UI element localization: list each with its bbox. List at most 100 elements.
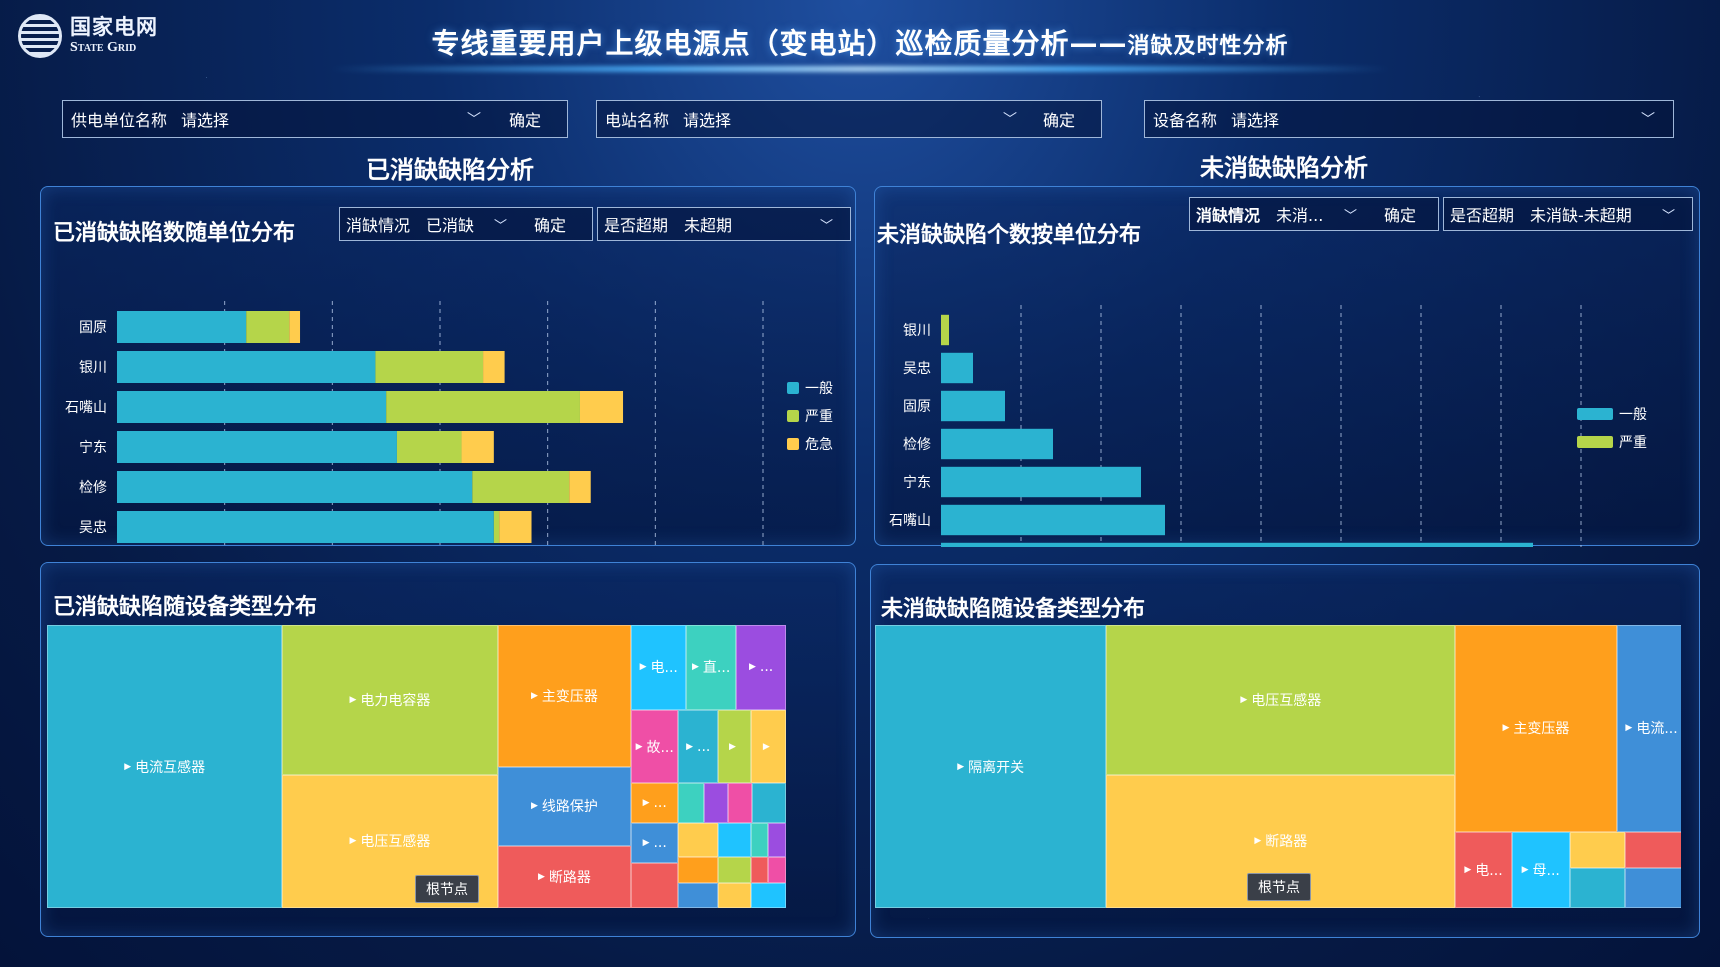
treemap-cell[interactable]: ▶ 电流... (1616, 625, 1681, 832)
chevron-down-icon[interactable]: ﹀ (1344, 208, 1358, 224)
treemap-cell[interactable] (1624, 831, 1681, 869)
treemap-cell[interactable]: ▶ 电流互感器 (47, 625, 283, 908)
treemap-cell[interactable] (678, 882, 719, 908)
panel-resolved-by-unit-title: 已消缺缺陷数随单位分布 (53, 221, 296, 246)
filter-station-confirm[interactable]: 确定 (1043, 111, 1076, 130)
treemap-cell[interactable] (678, 857, 719, 883)
filter-supply-unit[interactable]: 供电单位名称 请选择 ﹀ 确定 (62, 100, 568, 138)
caret-right-icon: ▶ (1464, 864, 1472, 875)
treemap-cell[interactable]: ▶ 母... (1511, 831, 1570, 908)
caret-right-icon: ▶ (748, 662, 756, 673)
treemap-cell[interactable]: ▶ 隔离开关 (875, 625, 1107, 908)
legend-swatch (1577, 408, 1613, 420)
treemap-cell[interactable]: ▶ 电力电容器 (282, 625, 498, 775)
filter-overdue[interactable]: 是否超期 未超期 ﹀ (597, 207, 851, 241)
bar-严重 (386, 391, 580, 423)
treemap-cell[interactable]: ▶... (678, 709, 719, 784)
treemap-cell-label: 电流... (1636, 721, 1678, 738)
filter-station-label: 电站名称 (605, 111, 670, 130)
treemap-cell-label: 隔离开关 (968, 759, 1025, 776)
category-label: 石嘴山 (65, 400, 107, 416)
bar-一般 (117, 431, 397, 463)
category-label: 吴忠 (79, 520, 107, 536)
treemap-resolved[interactable]: ▶ 电流互感器 ▶ 电力电容器 ▶ 电压互感器 ▶ 主变压器 ▶ 线路保护 ▶ 断路器 ▶ 电... ▶ 直.… (47, 625, 853, 908)
treemap-cell[interactable] (718, 882, 751, 908)
treemap-cell[interactable]: ▶ 线路保护 (497, 766, 632, 846)
treemap-cell[interactable] (718, 823, 751, 858)
treemap-cell[interactable]: ▶... (631, 783, 679, 824)
treemap-cell[interactable] (768, 823, 787, 858)
treemap-cell[interactable] (750, 823, 769, 858)
treemap-cell[interactable] (678, 783, 704, 824)
treemap-cell[interactable] (768, 857, 787, 883)
treemap-cell[interactable] (718, 857, 751, 883)
title-glow (330, 66, 1390, 72)
treemap-cell[interactable] (750, 882, 787, 908)
treemap-cell[interactable]: ▶ 故... (631, 709, 679, 784)
filter-device[interactable]: 设备名称 请选择 ﹀ (1144, 100, 1674, 138)
filter-supply-unit-confirm[interactable]: 确定 (509, 111, 542, 130)
filter-resolve-status-value[interactable]: 已消缺 (426, 216, 475, 235)
chevron-down-icon[interactable]: ﹀ (1662, 208, 1676, 224)
caret-right-icon: ▶ (1502, 723, 1510, 734)
filter-supply-unit-value[interactable]: 请选择 (181, 111, 230, 130)
treemap-cell[interactable]: ▶ 直... (686, 625, 737, 710)
category-label: 银川 (79, 360, 107, 376)
chevron-down-icon[interactable]: ﹀ (467, 112, 481, 128)
treemap-cell-label: 电流互感器 (135, 759, 206, 776)
filter-unresolved-status[interactable]: 消缺情况 未消... ﹀ 确定 (1189, 197, 1439, 231)
chevron-down-icon[interactable]: ﹀ (494, 218, 508, 234)
treemap-cell[interactable] (728, 783, 753, 824)
legend-label: 严重 (1619, 435, 1647, 451)
filter-unresolved-status-value[interactable]: 未消... (1276, 206, 1324, 225)
treemap-cell[interactable]: ▶ (718, 709, 751, 784)
filter-overdue-value[interactable]: 未超期 (684, 216, 733, 235)
treemap-cell[interactable]: ▶... (736, 625, 787, 710)
treemap-cell[interactable]: ▶ (750, 709, 787, 784)
legend-label: 严重 (805, 409, 833, 425)
filter-unresolved-overdue-value[interactable]: 未消缺-未超期 (1530, 206, 1632, 225)
page-title: 专线重要用户上级电源点（变电站）巡检质量分析——消缺及时性分析 (0, 22, 1720, 62)
chevron-down-icon[interactable]: ﹀ (1003, 112, 1017, 128)
treemap-cell[interactable] (1569, 831, 1625, 869)
treemap-cell[interactable] (678, 823, 719, 858)
bar-一般 (117, 311, 247, 343)
treemap-root-button[interactable]: 根节点 (415, 875, 479, 903)
chevron-down-icon[interactable]: ﹀ (1641, 112, 1655, 128)
bar-一般 (941, 428, 1053, 460)
treemap-unresolved[interactable]: ▶ 隔离开关 ▶ 电压互感器 ▶ 断路器 ▶ 主变压器 ▶ 电流... ▶ 电... ▶ 母... (875, 625, 1681, 908)
bar-严重 (941, 314, 949, 346)
state-grid-logo: 国家电网 State Grid (18, 14, 158, 58)
treemap-cell[interactable]: ▶ 主变压器 (497, 625, 632, 767)
treemap-cell[interactable] (703, 783, 729, 824)
treemap-cell[interactable]: ▶ 电... (631, 625, 687, 710)
filter-resolve-status[interactable]: 消缺情况 已消缺 ﹀ 确定 (339, 207, 593, 241)
category-label: 固原 (903, 399, 931, 415)
treemap-cell[interactable] (1624, 868, 1681, 908)
category-label: 银川 (903, 323, 931, 339)
category-label: 吴忠 (903, 361, 931, 377)
caret-right-icon: ▶ (124, 761, 132, 772)
treemap-cell[interactable] (750, 857, 769, 883)
treemap-cell[interactable]: ▶... (631, 823, 679, 863)
caret-right-icon: ▶ (530, 690, 538, 701)
filter-device-value[interactable]: 请选择 (1231, 111, 1280, 130)
treemap-cell[interactable]: ▶ 断路器 (497, 845, 632, 908)
filter-unresolved-overdue[interactable]: 是否超期 未消缺-未超期 ﹀ (1443, 197, 1693, 231)
caret-right-icon: ▶ (1521, 864, 1529, 875)
filter-resolve-status-confirm[interactable]: 确定 (534, 216, 567, 235)
globe-icon (18, 14, 62, 58)
treemap-cell[interactable]: ▶ 电压互感器 (1106, 625, 1456, 775)
filter-unresolved-status-confirm[interactable]: 确定 (1384, 206, 1417, 225)
treemap-cell[interactable] (752, 783, 787, 824)
filter-station-value[interactable]: 请选择 (683, 111, 732, 130)
treemap-cell[interactable]: ▶ 主变压器 (1455, 625, 1617, 832)
treemap-cell[interactable]: ▶ 电... (1455, 831, 1512, 908)
treemap-cell-label: 电... (1475, 862, 1503, 879)
filter-station[interactable]: 电站名称 请选择 ﹀ 确定 (596, 100, 1102, 138)
treemap-cell[interactable] (631, 862, 679, 908)
treemap-cell-label: 电... (650, 660, 678, 677)
chevron-down-icon[interactable]: ﹀ (820, 218, 834, 234)
treemap-cell[interactable] (1569, 868, 1625, 908)
treemap-root-button[interactable]: 根节点 (1247, 873, 1311, 901)
